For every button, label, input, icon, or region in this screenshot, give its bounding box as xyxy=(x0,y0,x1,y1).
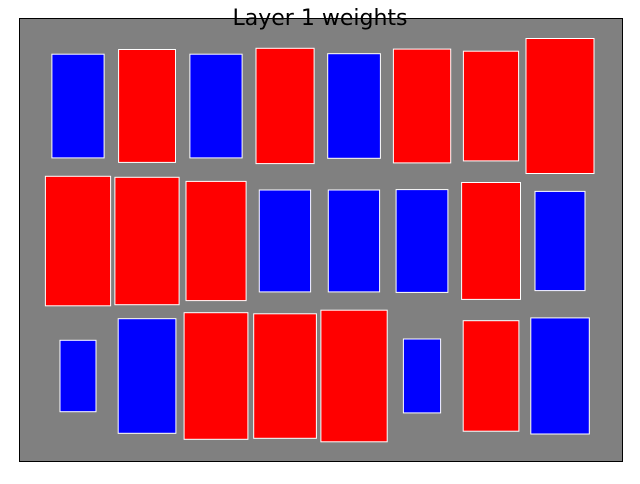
weight-cells xyxy=(44,38,595,443)
weight-cell-r0-c0 xyxy=(51,53,105,159)
weight-cell-r2-c7 xyxy=(530,317,590,435)
weight-cell-r0-c4 xyxy=(327,53,381,159)
weight-cell-r1-c5 xyxy=(395,189,449,293)
weight-cell-r2-c2 xyxy=(183,312,249,440)
weight-cell-r2-c5 xyxy=(402,338,442,414)
weight-cell-r1-c2 xyxy=(185,180,247,302)
weight-cell-r0-c7 xyxy=(525,38,595,174)
weight-cell-r0-c5 xyxy=(392,48,452,164)
weight-cell-r2-c6 xyxy=(462,320,520,432)
weight-cell-r2-c1 xyxy=(117,318,177,434)
weight-cell-r1-c7 xyxy=(534,190,586,292)
weight-cell-r1-c6 xyxy=(461,182,522,300)
weight-cell-r0-c2 xyxy=(189,53,243,159)
weight-cell-r1-c4 xyxy=(327,189,381,293)
weight-cell-r1-c3 xyxy=(258,189,312,293)
weight-cell-r2-c0 xyxy=(59,339,97,413)
chart-title: Layer 1 weights xyxy=(232,6,408,31)
weight-cell-r0-c3 xyxy=(255,47,315,165)
weight-cell-r2-c4 xyxy=(320,309,388,443)
weight-cell-r2-c3 xyxy=(253,313,317,439)
weight-cell-r1-c1 xyxy=(114,176,180,306)
weight-cell-r0-c6 xyxy=(462,50,520,162)
weight-cell-r1-c0 xyxy=(44,175,112,307)
weight-cell-r0-c1 xyxy=(118,49,176,163)
